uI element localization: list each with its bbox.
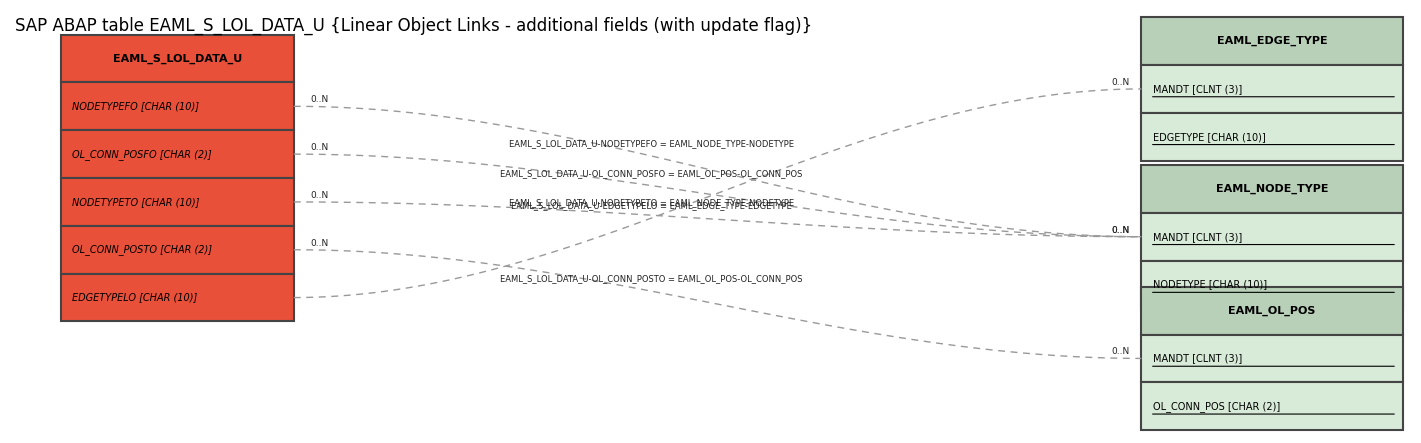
Text: 0..N: 0..N [311, 95, 330, 104]
Text: EAML_S_LOL_DATA_U-NODETYPEFO = EAML_NODE_TYPE-NODETYPE: EAML_S_LOL_DATA_U-NODETYPEFO = EAML_NODE… [509, 139, 794, 148]
Text: EAML_NODE_TYPE: EAML_NODE_TYPE [1216, 184, 1329, 194]
Text: EAML_S_LOL_DATA_U-NODETYPETO = EAML_NODE_TYPE-NODETYPE: EAML_S_LOL_DATA_U-NODETYPETO = EAML_NODE… [509, 198, 794, 207]
Text: OL_CONN_POS [CHAR (2)]: OL_CONN_POS [CHAR (2)] [1152, 401, 1280, 412]
FancyBboxPatch shape [1141, 17, 1403, 65]
Text: MANDT [CLNT (3)]: MANDT [CLNT (3)] [1152, 354, 1242, 363]
Text: EDGETYPELO [CHAR (10)]: EDGETYPELO [CHAR (10)] [72, 292, 198, 303]
Text: NODETYPEFO [CHAR (10)]: NODETYPEFO [CHAR (10)] [72, 101, 199, 111]
FancyBboxPatch shape [1141, 113, 1403, 161]
Text: MANDT [CLNT (3)]: MANDT [CLNT (3)] [1152, 84, 1242, 94]
Text: 0..N: 0..N [1111, 347, 1130, 356]
FancyBboxPatch shape [61, 226, 294, 274]
Text: MANDT [CLNT (3)]: MANDT [CLNT (3)] [1152, 232, 1242, 242]
Text: 0..N: 0..N [311, 143, 330, 152]
Text: 0..N: 0..N [311, 191, 330, 200]
Text: SAP ABAP table EAML_S_LOL_DATA_U {Linear Object Links - additional fields (with : SAP ABAP table EAML_S_LOL_DATA_U {Linear… [16, 17, 813, 35]
Text: EDGETYPE [CHAR (10)]: EDGETYPE [CHAR (10)] [1152, 132, 1266, 142]
Text: NODETYPETO [CHAR (10)]: NODETYPETO [CHAR (10)] [72, 197, 199, 207]
Text: 0..N: 0..N [1111, 78, 1130, 87]
Text: EAML_EDGE_TYPE: EAML_EDGE_TYPE [1216, 36, 1327, 46]
Text: OL_CONN_POSFO [CHAR (2)]: OL_CONN_POSFO [CHAR (2)] [72, 149, 212, 159]
Text: EAML_S_LOL_DATA_U-OL_CONN_POSFO = EAML_OL_POS-OL_CONN_POS: EAML_S_LOL_DATA_U-OL_CONN_POSFO = EAML_O… [500, 169, 803, 178]
FancyBboxPatch shape [1141, 382, 1403, 430]
Text: 0..N: 0..N [1111, 225, 1130, 234]
FancyBboxPatch shape [61, 178, 294, 226]
Text: OL_CONN_POSTO [CHAR (2)]: OL_CONN_POSTO [CHAR (2)] [72, 244, 212, 255]
FancyBboxPatch shape [1141, 334, 1403, 382]
FancyBboxPatch shape [61, 35, 294, 82]
FancyBboxPatch shape [1141, 65, 1403, 113]
FancyBboxPatch shape [61, 130, 294, 178]
FancyBboxPatch shape [61, 82, 294, 130]
Text: 0..N: 0..N [1111, 225, 1130, 234]
FancyBboxPatch shape [1141, 287, 1403, 334]
Text: EAML_S_LOL_DATA_U-EDGETYPELO = EAML_EDGE_TYPE-EDGETYPE: EAML_S_LOL_DATA_U-EDGETYPELO = EAML_EDGE… [512, 201, 791, 210]
Text: 0..N: 0..N [311, 239, 330, 248]
Text: EAML_S_LOL_DATA_U: EAML_S_LOL_DATA_U [112, 53, 242, 64]
Text: NODETYPE [CHAR (10)]: NODETYPE [CHAR (10)] [1152, 280, 1266, 290]
FancyBboxPatch shape [1141, 260, 1403, 308]
FancyBboxPatch shape [1141, 165, 1403, 213]
Text: EAML_OL_POS: EAML_OL_POS [1228, 306, 1316, 316]
FancyBboxPatch shape [1141, 213, 1403, 260]
FancyBboxPatch shape [61, 274, 294, 322]
Text: EAML_S_LOL_DATA_U-OL_CONN_POSTO = EAML_OL_POS-OL_CONN_POS: EAML_S_LOL_DATA_U-OL_CONN_POSTO = EAML_O… [500, 274, 803, 284]
